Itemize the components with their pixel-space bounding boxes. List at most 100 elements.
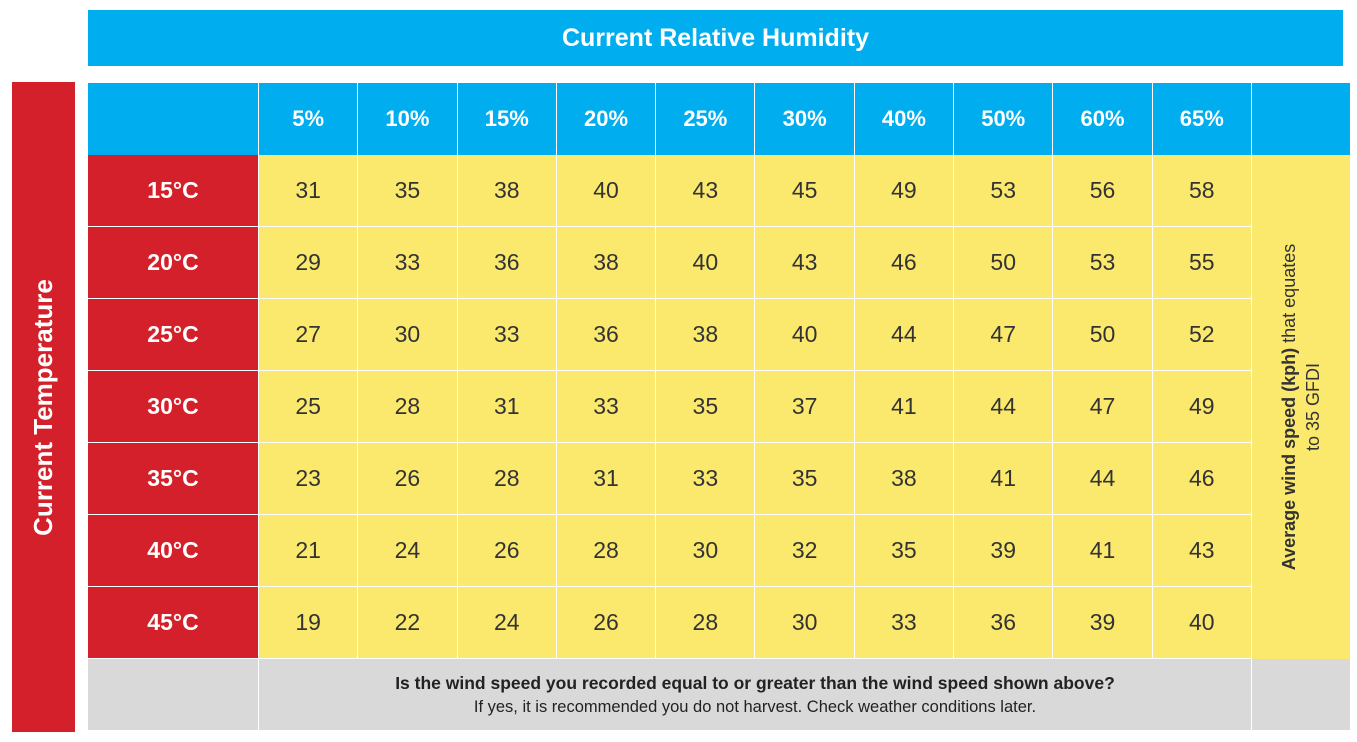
wind-speed-cell: 35: [358, 155, 457, 227]
wind-speed-cell: 49: [1152, 371, 1251, 443]
wind-speed-note-bold: Average wind speed (kph): [1278, 347, 1299, 571]
wind-speed-cell: 22: [358, 587, 457, 659]
wind-speed-cell: 46: [1152, 443, 1251, 515]
wind-speed-cell: 50: [1053, 299, 1152, 371]
wind-speed-cell: 35: [656, 371, 755, 443]
wind-speed-cell: 28: [358, 371, 457, 443]
wind-speed-cell: 30: [656, 515, 755, 587]
temperature-row-label: 25°C: [88, 299, 258, 371]
column-header: 40%: [854, 83, 954, 155]
wind-speed-cell: 21: [259, 515, 358, 587]
wind-speed-cell: 44: [854, 299, 954, 371]
wind-speed-cell: 49: [854, 155, 954, 227]
wind-speed-cell: 36: [556, 299, 656, 371]
footer-advice: If yes, it is recommended you do not har…: [473, 697, 1037, 716]
wind-speed-cell: 26: [556, 587, 656, 659]
wind-speed-cell: 41: [954, 443, 1053, 515]
temperature-axis-label: Current Temperature: [28, 278, 58, 536]
wind-speed-cell: 31: [457, 371, 556, 443]
wind-speed-cell: 35: [854, 515, 954, 587]
column-header: 5%: [259, 83, 358, 155]
wind-speed-cell: 38: [656, 299, 755, 371]
column-header: 50%: [954, 83, 1053, 155]
wind-speed-cell: 40: [656, 227, 755, 299]
temperature-row-label: 35°C: [88, 443, 258, 515]
wind-speed-cell: 32: [755, 515, 854, 587]
wind-speed-cell: 47: [1053, 371, 1152, 443]
wind-speed-table: Average wind speed (kph) that equates to…: [88, 83, 1350, 730]
temperature-row-label: 45°C: [88, 587, 258, 659]
wind-speed-cell: 40: [755, 299, 854, 371]
wind-speed-cell: 52: [1152, 299, 1251, 371]
wind-speed-cell: 46: [854, 227, 954, 299]
footer-question: Is the wind speed you recorded equal to …: [395, 672, 1115, 693]
wind-speed-cell: 43: [755, 227, 854, 299]
wind-speed-cell: 56: [1053, 155, 1152, 227]
wind-speed-cell: 28: [556, 515, 656, 587]
wind-speed-cell: 39: [1053, 587, 1152, 659]
wind-speed-cell: 39: [954, 515, 1053, 587]
wind-speed-note-line2: to 35 GFDI: [1302, 362, 1323, 452]
wind-speed-cell: 50: [954, 227, 1053, 299]
temperature-row-label: 15°C: [88, 155, 258, 227]
column-header: 60%: [1053, 83, 1152, 155]
temperature-row-label: 30°C: [88, 371, 258, 443]
column-header: 25%: [656, 83, 755, 155]
wind-speed-cell: 47: [954, 299, 1053, 371]
wind-speed-cell: 31: [556, 443, 656, 515]
temperature-row-label: 20°C: [88, 227, 258, 299]
wind-speed-cell: 40: [1152, 587, 1251, 659]
column-header: 30%: [755, 83, 854, 155]
wind-speed-cell: 36: [457, 227, 556, 299]
wind-speed-cell: 30: [358, 299, 457, 371]
wind-speed-cell: 33: [358, 227, 457, 299]
wind-speed-cell: 33: [457, 299, 556, 371]
wind-speed-cell: 36: [954, 587, 1053, 659]
column-header: 15%: [457, 83, 556, 155]
wind-speed-cell: 29: [259, 227, 358, 299]
wind-speed-cell: 26: [358, 443, 457, 515]
wind-speed-cell: 35: [755, 443, 854, 515]
wind-speed-cell: 28: [656, 587, 755, 659]
wind-speed-cell: 40: [556, 155, 656, 227]
header-corner: [88, 83, 258, 155]
wind-speed-cell: 41: [1053, 515, 1152, 587]
wind-speed-cell: 53: [1053, 227, 1152, 299]
wind-speed-cell: 26: [457, 515, 556, 587]
wind-speed-cell: 24: [457, 587, 556, 659]
wind-speed-cell: 19: [259, 587, 358, 659]
wind-speed-cell: 43: [656, 155, 755, 227]
wind-speed-cell: 37: [755, 371, 854, 443]
wind-speed-cell: 27: [259, 299, 358, 371]
humidity-title: Current Relative Humidity: [88, 10, 1343, 66]
wind-speed-cell: 33: [854, 587, 954, 659]
temperature-row-label: 40°C: [88, 515, 258, 587]
wind-speed-cell: 23: [259, 443, 358, 515]
wind-speed-cell: 44: [1053, 443, 1152, 515]
wind-speed-cell: 31: [259, 155, 358, 227]
wind-speed-note: Average wind speed (kph) that equates to…: [1251, 155, 1350, 659]
wind-speed-cell: 33: [556, 371, 656, 443]
wind-speed-cell: 33: [656, 443, 755, 515]
footer-message: Is the wind speed you recorded equal to …: [259, 659, 1251, 730]
footer-right-blank: [1251, 659, 1350, 730]
wind-speed-cell: 25: [259, 371, 358, 443]
wind-speed-cell: 38: [457, 155, 556, 227]
wind-speed-cell: 58: [1152, 155, 1251, 227]
wind-speed-cell: 55: [1152, 227, 1251, 299]
wind-speed-cell: 38: [854, 443, 954, 515]
wind-speed-cell: 30: [755, 587, 854, 659]
wind-speed-cell: 24: [358, 515, 457, 587]
wind-speed-cell: 28: [457, 443, 556, 515]
wind-speed-cell: 41: [854, 371, 954, 443]
wind-speed-cell: 53: [954, 155, 1053, 227]
temperature-axis-label-box: Current Temperature: [12, 82, 75, 732]
column-header: 10%: [358, 83, 457, 155]
wind-speed-cell: 45: [755, 155, 854, 227]
footer-left-blank: [88, 659, 258, 730]
wind-speed-cell: 44: [954, 371, 1053, 443]
wind-speed-cell: 43: [1152, 515, 1251, 587]
column-header: 65%: [1152, 83, 1251, 155]
column-header: 20%: [556, 83, 656, 155]
wind-speed-note-rest: that equates: [1278, 243, 1299, 348]
